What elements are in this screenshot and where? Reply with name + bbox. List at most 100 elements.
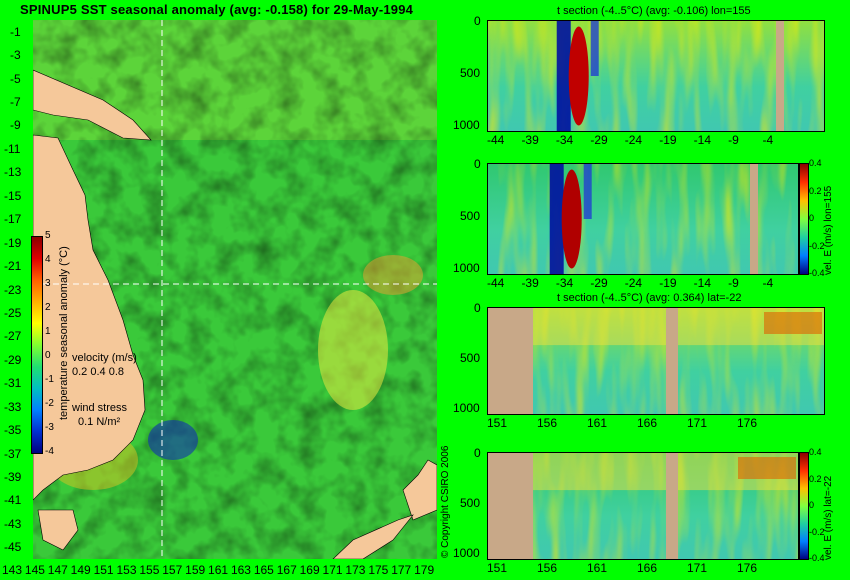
map-y-tick: -35: [4, 423, 22, 438]
section-y-tick: 1000: [453, 261, 480, 275]
section-colorbar-tick: -0.2: [809, 526, 825, 537]
map-x-tick: 159: [185, 563, 206, 577]
section-x-tick: -44: [487, 276, 505, 290]
section-colorbar-label: vel. E (m/s) lon=155: [823, 185, 834, 275]
section-y-tick: 500: [460, 66, 481, 80]
map-y-tick: -45: [4, 540, 22, 555]
section-x-tick: 161: [587, 561, 608, 575]
map-x-tick: 151: [93, 563, 114, 577]
map-x-tick: 165: [253, 563, 274, 577]
map-colorbar-tick: -2: [45, 398, 54, 409]
map-y-tick: -17: [4, 212, 22, 227]
map-y-tick: -39: [4, 469, 22, 484]
section-colorbar: [799, 452, 809, 560]
section-colorbar-tick: 0.4: [809, 158, 822, 168]
map-colorbar: [31, 236, 43, 454]
page-title: SPINUP5 SST seasonal anomaly (avg: -0.15…: [20, 2, 414, 17]
section-y-tick: 0: [474, 157, 481, 171]
map-x-tick: 173: [345, 563, 366, 577]
map-x-tick: 157: [162, 563, 183, 577]
copyright: © Copyright CSIRO 2006: [440, 445, 451, 558]
section-y-tick: 1000: [453, 118, 480, 132]
section-y-tick: 0: [474, 14, 481, 28]
map-y-tick: -23: [4, 282, 22, 297]
section-colorbar-tick: 0.2: [809, 473, 822, 484]
map-colorbar-tick: 2: [45, 302, 51, 313]
section-x-tick: 171: [687, 416, 708, 430]
section-x-tick: 176: [737, 561, 758, 575]
section-heatmap: [487, 20, 825, 132]
section-x-tick: 156: [537, 416, 558, 430]
land-australia: [32, 134, 146, 501]
map-y-tick: -13: [4, 165, 22, 180]
map-x-tick: 153: [116, 563, 137, 577]
section-colorbar-tick: -0.4: [809, 553, 825, 563]
map-x-tick: 171: [322, 563, 343, 577]
section-colorbar: [799, 163, 809, 275]
section-title: t section (-4..5°C) (avg: 0.364) lat=-22: [557, 292, 742, 304]
section-x-tick: -34: [555, 133, 574, 147]
section-title: t section (-4..5°C) (avg: -0.106) lon=15…: [557, 5, 751, 17]
map-colorbar-tick: -4: [45, 446, 54, 457]
map-y-tick: -19: [4, 235, 22, 250]
section-x-tick: 171: [687, 561, 708, 575]
map-colorbar-tick: -3: [45, 422, 54, 433]
section-x-tick: -24: [624, 133, 643, 147]
map-x-tick: 179: [414, 563, 435, 577]
map-x-tick: 161: [208, 563, 229, 577]
section-heatmap: [487, 163, 799, 275]
section-x-tick: -14: [693, 133, 711, 147]
section-x-tick: -24: [624, 276, 643, 290]
map-x-tick: 175: [368, 563, 389, 577]
section-x-tick: 166: [637, 416, 658, 430]
section-y-tick: 0: [474, 301, 481, 315]
section-x-tick: -19: [659, 133, 677, 147]
map-x-tick: 147: [47, 563, 68, 577]
section-y-tick: 1000: [453, 546, 480, 560]
velocity-label: velocity (m/s): [72, 352, 137, 364]
map-y-tick: -31: [4, 376, 22, 391]
map-x-tick: 177: [391, 563, 412, 577]
windstress-scale: 0.1 N/m²: [78, 416, 121, 428]
section-colorbar-label: vel. E (m/s) lat=-22: [823, 475, 834, 560]
section-x-tick: 161: [587, 416, 608, 430]
map-colorbar-tick: 3: [45, 278, 51, 289]
section-x-tick: 151: [487, 561, 508, 575]
map-y-tick: -25: [4, 305, 22, 320]
map-x-tick: 149: [70, 563, 91, 577]
section-y-tick: 1000: [453, 401, 480, 415]
map-y-tick: -41: [4, 493, 22, 508]
map-y-tick: -21: [4, 259, 22, 274]
section-colorbar-tick: 0.4: [809, 447, 822, 457]
section-x-tick: -19: [659, 276, 677, 290]
sst-map: [32, 20, 438, 560]
section-x-tick: 151: [487, 416, 508, 430]
section-colorbar-tick: -0.4: [809, 268, 825, 278]
section-y-tick: 500: [460, 496, 481, 510]
section-x-tick: 156: [537, 561, 558, 575]
map-y-tick: -3: [10, 48, 21, 63]
map-y-tick: -27: [4, 329, 22, 344]
map-colorbar-label: temperature seasonal anomaly (°C): [58, 246, 70, 420]
section-colorbar-tick: 0: [809, 500, 815, 510]
cold-eddy: [148, 420, 198, 460]
section-x-tick: -14: [693, 276, 711, 290]
section-x-tick: 166: [637, 561, 658, 575]
section-x-tick: -29: [590, 276, 608, 290]
section-x-tick: -34: [555, 276, 574, 290]
section-x-tick: -44: [487, 133, 505, 147]
map-y-tick: -11: [4, 141, 21, 156]
map-x-tick: 167: [276, 563, 297, 577]
section-y-tick: 500: [460, 351, 481, 365]
map-colorbar-tick: 0: [45, 350, 51, 361]
section-y-tick: 0: [474, 446, 481, 460]
map-x-tick: 163: [230, 563, 251, 577]
land-tasmania: [37, 509, 79, 551]
section-x-tick: 176: [737, 416, 758, 430]
section-colorbar-tick: 0: [809, 213, 815, 223]
section-x-tick: -9: [728, 276, 739, 290]
section-colorbar-tick: 0.2: [809, 185, 822, 196]
section-heatmap: [487, 452, 799, 560]
map-y-tick: -15: [4, 188, 22, 203]
